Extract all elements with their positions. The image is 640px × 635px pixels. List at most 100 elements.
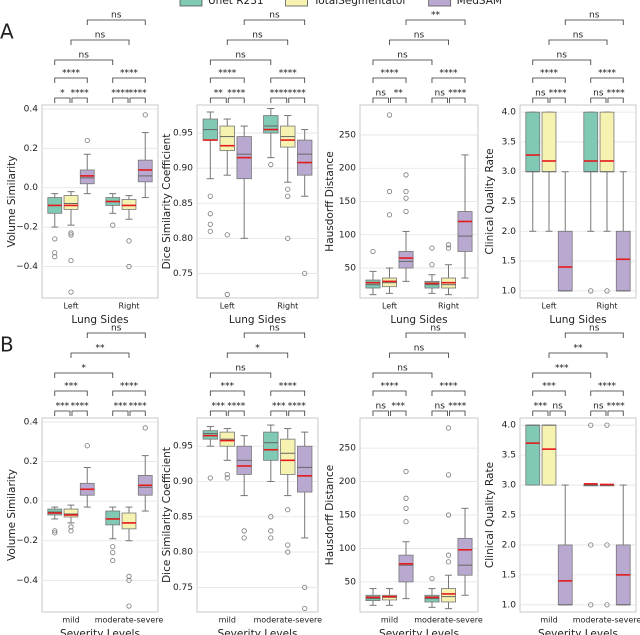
significance-bracket [54, 410, 71, 416]
significance-label: **** [607, 89, 626, 99]
significance-label: *** [56, 402, 70, 412]
significance-bracket [532, 97, 549, 103]
significance-bracket [532, 77, 566, 83]
significance-bracket [54, 59, 114, 65]
x-tick-label: moderate-severe [253, 616, 322, 625]
outlier [268, 162, 274, 168]
y-axis-label: Dice Similarity Coefficient [161, 447, 173, 583]
x-axis-label: Lung Sides [71, 314, 128, 326]
outlier [604, 288, 610, 294]
significance-label: *** [114, 402, 128, 412]
significance-bracket [405, 332, 466, 338]
y-axis-label: Clinical Quality Rate [484, 462, 496, 568]
box [137, 159, 153, 183]
box [541, 424, 557, 486]
y-tick-label: 0.2 [24, 144, 38, 154]
significance-bracket [532, 59, 592, 65]
significance-bracket [590, 390, 624, 396]
outlier [386, 112, 393, 118]
outlier [52, 254, 58, 260]
y-tick-label: 2.5 [502, 197, 516, 207]
panel: 1.0 1.5 2.0 2.5 3.0 3.5 4.0 Clinical Quality Ra… [484, 11, 637, 326]
legend-swatch [179, 0, 203, 7]
outlier [110, 550, 116, 556]
box [398, 554, 414, 583]
box [615, 230, 631, 292]
box [121, 512, 137, 530]
significance-bracket [532, 372, 592, 378]
significance-label: **** [440, 69, 459, 79]
significance-label: **** [288, 89, 307, 99]
significance-label: **** [71, 89, 90, 99]
outlier [110, 544, 116, 550]
significance-label: ns [593, 402, 604, 412]
significance-label: **** [279, 69, 298, 79]
significance-label: *** [64, 382, 78, 392]
x-tick-label: Right [277, 302, 298, 311]
significance-label: **** [227, 402, 246, 412]
y-tick-label: 0.90 [173, 164, 193, 174]
significance-label: ns [252, 31, 263, 41]
y-tick-label: 0.4 [24, 104, 39, 114]
significance-bracket [532, 410, 549, 416]
x-tick-label: mild [62, 616, 79, 625]
significance-bracket [372, 97, 389, 103]
significance-bracket [431, 390, 466, 396]
plot-area [41, 417, 159, 613]
y-tick-label: 0.2 [24, 457, 38, 467]
x-axis-label: Severity Levels [60, 628, 140, 635]
significance-label: ns [235, 364, 246, 374]
y-tick-label: 1.0 [502, 600, 517, 610]
significance-bracket [431, 97, 448, 103]
y-tick-label: 1.5 [502, 570, 516, 580]
outlier [224, 471, 230, 478]
x-tick-label: moderate-severe [414, 616, 483, 625]
panel-label: A [0, 20, 14, 44]
significance-bracket [288, 97, 306, 103]
y-tick-label: 4.0 [502, 421, 517, 431]
outlier [68, 528, 74, 534]
y-tick-label: 1.5 [502, 257, 516, 267]
box [121, 199, 137, 210]
box [398, 251, 414, 269]
significance-label: **** [381, 382, 400, 392]
significance-label: * [255, 344, 260, 354]
x-tick-label: mild [540, 616, 557, 625]
significance-bracket [227, 97, 245, 103]
x-axis-label: Lung Sides [229, 314, 286, 326]
panel: −0.4 −0.2 0.0 0.2 0.4 Volume Similarity Lung S… [0, 11, 159, 326]
outlier [285, 235, 291, 241]
significance-bracket [54, 97, 71, 103]
significance-bracket [449, 410, 466, 416]
outlier [207, 193, 213, 199]
significance-label: **** [111, 89, 130, 99]
outlier [403, 505, 409, 511]
significance-label: ns [397, 364, 408, 374]
significance-bracket [71, 410, 88, 416]
significance-label: **** [448, 89, 467, 99]
y-tick-label: 0.0 [24, 497, 39, 507]
box [541, 111, 557, 173]
outlier [604, 542, 610, 548]
x-tick-label: Left [63, 302, 78, 311]
y-axis-label: Hausdorff Distance [324, 151, 336, 251]
significance-bracket [86, 332, 146, 338]
outlier [84, 137, 90, 144]
x-tick-label: Left [220, 302, 235, 311]
outlier [285, 507, 291, 513]
outlier [68, 232, 74, 238]
significance-bracket [549, 410, 566, 416]
outlier [126, 263, 132, 270]
significance-bracket [243, 332, 306, 338]
box [441, 588, 456, 603]
outlier [142, 425, 148, 431]
significance-label: ns [376, 89, 387, 99]
significance-label: ns [593, 89, 604, 99]
significance-label: * [82, 364, 87, 374]
significance-label: * [60, 89, 65, 99]
significance-bracket [86, 19, 146, 25]
outlier [403, 172, 409, 178]
y-tick-label: 0.80 [173, 548, 193, 558]
y-tick-label: 3.0 [502, 167, 517, 177]
significance-label: **** [607, 402, 626, 412]
